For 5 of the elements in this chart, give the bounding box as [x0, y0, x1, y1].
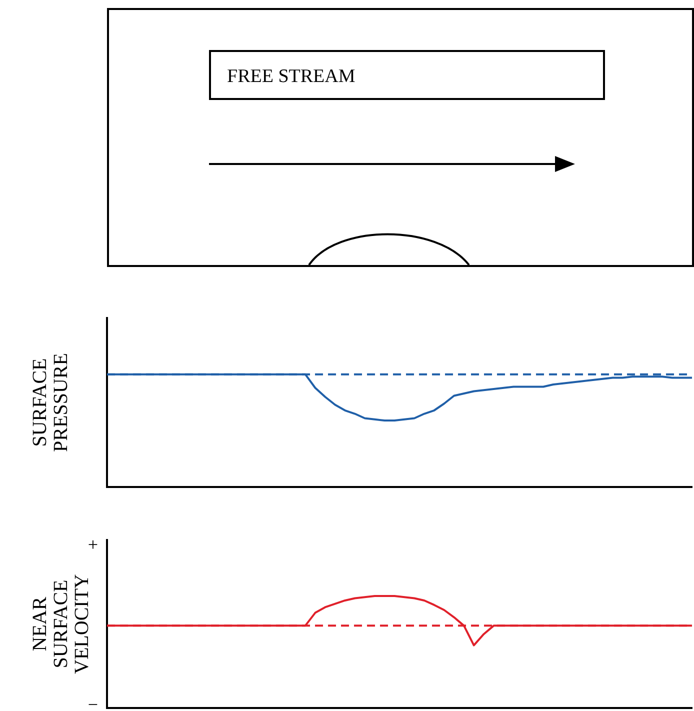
text: + [88, 534, 98, 555]
text: − [88, 694, 98, 711]
y-axis-title: NEAR SURFACE VELOCITY [28, 574, 93, 674]
text: FREE STREAM [209, 50, 605, 100]
y-axis-title: SURFACE PRESSURE [28, 353, 72, 452]
